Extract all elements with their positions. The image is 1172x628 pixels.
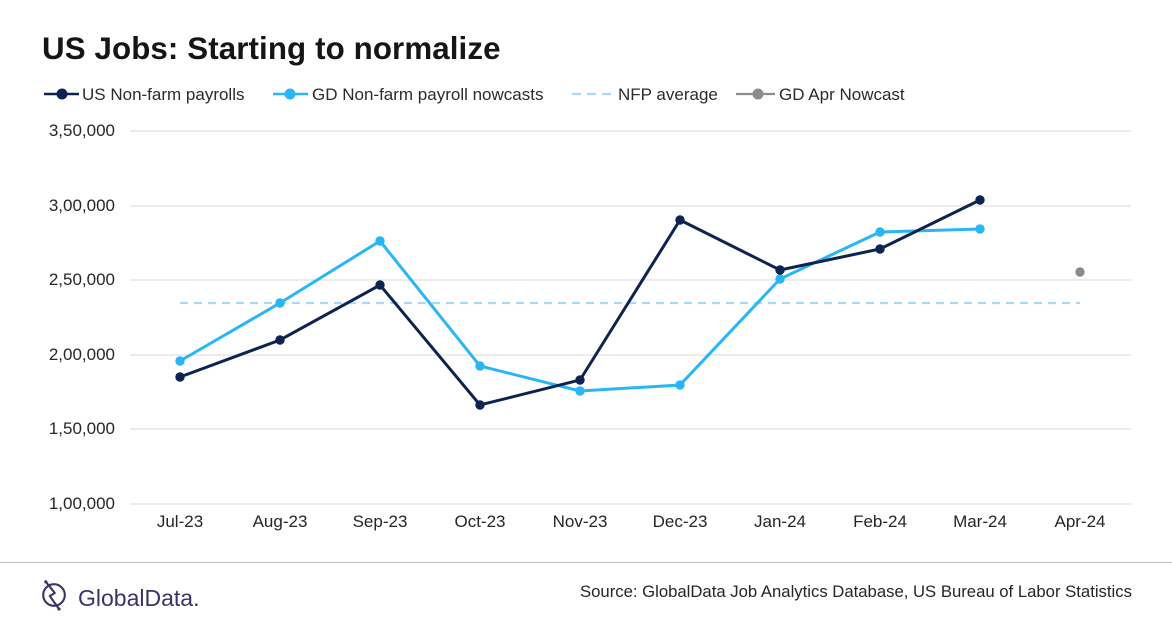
- svg-text:1,00,000: 1,00,000: [49, 494, 115, 513]
- svg-text:GlobalData.: GlobalData.: [78, 585, 199, 611]
- svg-text:1,50,000: 1,50,000: [49, 419, 115, 438]
- svg-text:3,00,000: 3,00,000: [49, 196, 115, 215]
- svg-text:Mar-24: Mar-24: [953, 512, 1007, 531]
- svg-text:Sep-23: Sep-23: [353, 512, 408, 531]
- svg-text:2,50,000: 2,50,000: [49, 270, 115, 289]
- svg-text:Oct-23: Oct-23: [454, 512, 505, 531]
- svg-text:Apr-24: Apr-24: [1054, 512, 1105, 531]
- svg-text:Jan-24: Jan-24: [754, 512, 806, 531]
- svg-text:Dec-23: Dec-23: [653, 512, 708, 531]
- svg-text:3,50,000: 3,50,000: [49, 121, 115, 140]
- svg-text:Aug-23: Aug-23: [253, 512, 308, 531]
- svg-text:Nov-23: Nov-23: [553, 512, 608, 531]
- svg-text:2,00,000: 2,00,000: [49, 345, 115, 364]
- svg-text:Jul-23: Jul-23: [157, 512, 203, 531]
- svg-text:Feb-24: Feb-24: [853, 512, 907, 531]
